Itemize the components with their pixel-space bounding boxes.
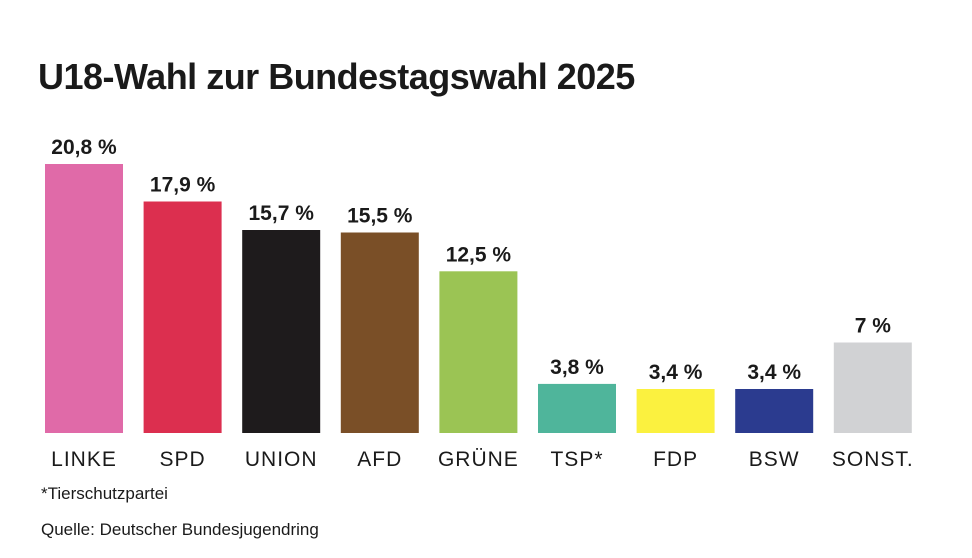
value-label-2: 15,7 %: [249, 202, 315, 225]
value-label-0: 20,8 %: [51, 136, 117, 159]
bar-3: [340, 232, 419, 433]
value-label-6: 3,4 %: [649, 361, 703, 384]
value-label-1: 17,9 %: [150, 174, 216, 197]
bar-4: [439, 271, 518, 433]
category-label-0: LINKE: [51, 448, 117, 471]
bar-2: [242, 230, 321, 433]
category-labels-layer: LINKE SPD UNION AFD GRÜNE TSP* FDP BSW SONST.: [51, 448, 914, 471]
category-label-4: GRÜNE: [438, 448, 519, 471]
category-label-3: AFD: [357, 448, 402, 471]
category-label-7: BSW: [749, 448, 800, 471]
bars-layer: [45, 164, 912, 433]
category-label-5: TSP*: [550, 448, 603, 471]
bar-5: [538, 383, 616, 433]
chart-title: U18-Wahl zur Bundestagswahl 2025: [38, 56, 635, 97]
value-label-3: 15,5 %: [347, 205, 413, 228]
value-label-5: 3,8 %: [550, 356, 604, 379]
source-note: Quelle: Deutscher Bundesjugendring: [41, 520, 319, 539]
category-label-8: SONST.: [832, 448, 914, 471]
value-label-4: 12,5 %: [446, 243, 512, 266]
bar-8: [833, 342, 912, 433]
footnote: *Tierschutzpartei: [41, 484, 168, 503]
category-label-1: SPD: [160, 448, 206, 471]
value-label-7: 3,4 %: [747, 361, 801, 384]
bar-6: [636, 389, 715, 433]
bar-1: [143, 201, 222, 433]
bar-0: [45, 164, 123, 433]
bar-7: [735, 389, 814, 433]
category-label-2: UNION: [245, 448, 318, 471]
category-label-6: FDP: [653, 448, 698, 471]
value-labels-layer: 20,8 % 17,9 % 15,7 % 15,5 % 12,5 % 3,8 % 3,4 %…: [51, 136, 891, 384]
value-label-8: 7 %: [855, 315, 892, 338]
